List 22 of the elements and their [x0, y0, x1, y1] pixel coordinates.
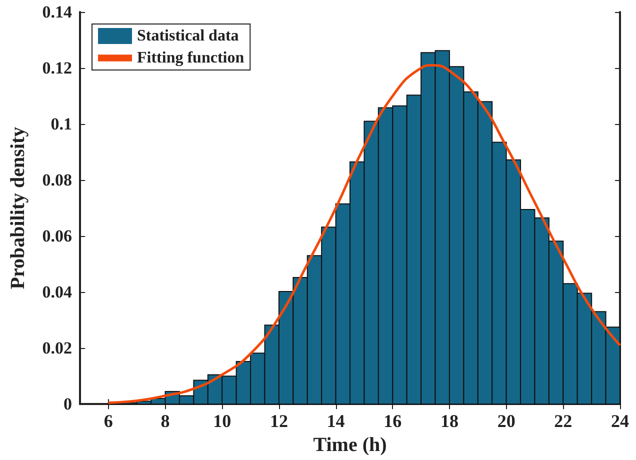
x-tick-label: 24 — [611, 411, 629, 432]
y-tick-label: 0.1 — [50, 114, 72, 134]
y-tick-label: 0.06 — [42, 226, 72, 246]
y-tick-label: 0.04 — [42, 282, 72, 302]
y-tick-label: 0.02 — [42, 338, 72, 358]
x-tick-label: 12 — [270, 411, 288, 432]
legend-label: Statistical data — [137, 28, 239, 44]
x-tick-label: 8 — [160, 411, 170, 432]
legend-label: Fitting function — [137, 50, 244, 66]
y-axis-title: Probability density — [7, 126, 29, 290]
x-tick-label: 20 — [497, 411, 516, 432]
x-tick-label: 10 — [213, 411, 232, 432]
y-tick-label: 0.08 — [42, 170, 72, 190]
x-tick-label: 14 — [326, 411, 345, 432]
y-tick-label: 0.14 — [42, 2, 72, 22]
y-tick-label: 0 — [64, 394, 72, 414]
x-tick-label: 18 — [440, 411, 458, 432]
y-tick-label: 0.12 — [42, 58, 72, 78]
x-tick-label: 16 — [384, 411, 402, 432]
x-axis-title: Time (h) — [313, 434, 387, 456]
x-tick-label: 22 — [554, 411, 572, 432]
x-tick-label: 6 — [104, 411, 113, 432]
